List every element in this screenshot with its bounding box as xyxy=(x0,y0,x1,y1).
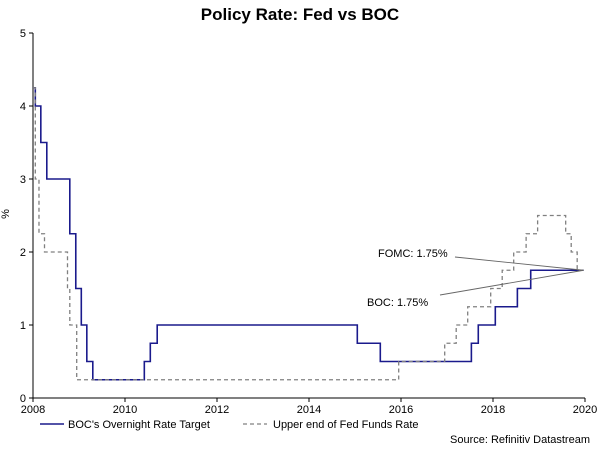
x-tick-label: 2010 xyxy=(113,404,137,416)
annotation-label-fed: FOMC: 1.75% xyxy=(378,248,448,260)
plot-area: 0 1 2 3 4 5 2008 2010 2012 2014 2016 2018 2020 FOMC: … xyxy=(20,28,597,416)
source-note: Source: Refinitiv Datastream xyxy=(450,434,590,446)
annotation-leader-fed xyxy=(454,256,584,271)
y-tick-label: 5 xyxy=(20,28,26,40)
legend-label-fed: Upper end of Fed Funds Rate xyxy=(273,419,419,431)
y-tick-label: 2 xyxy=(20,247,26,259)
y-axis-label: % xyxy=(0,209,12,219)
annotation-leader-boc xyxy=(439,269,584,296)
legend: BOC's Overnight Rate Target Upper end of… xyxy=(40,419,419,431)
x-tick-label: 2014 xyxy=(297,404,321,416)
annotation-label-boc: BOC: 1.75% xyxy=(367,297,428,309)
y-tick-label: 4 xyxy=(20,101,26,113)
y-tick-label: 3 xyxy=(20,174,26,186)
x-tick-label: 2012 xyxy=(205,404,229,416)
legend-label-boc: BOC's Overnight Rate Target xyxy=(68,419,210,431)
series-line-boc xyxy=(33,86,584,381)
y-tick-label: 0 xyxy=(20,393,26,405)
chart-title: Policy Rate: Fed vs BOC xyxy=(201,5,399,24)
x-tick-label: 2008 xyxy=(21,404,45,416)
x-tick-label: 2018 xyxy=(481,404,505,416)
x-tick-label: 2016 xyxy=(389,404,413,416)
y-tick-label: 1 xyxy=(20,320,26,332)
x-tick-label: 2020 xyxy=(573,404,597,416)
